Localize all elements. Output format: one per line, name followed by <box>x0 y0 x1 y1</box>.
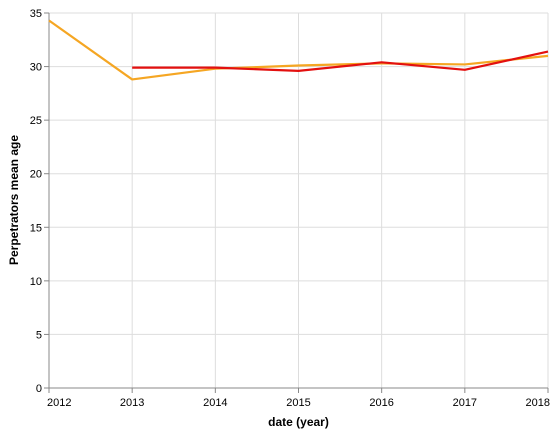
axes <box>44 12 549 393</box>
y-tick-label: 25 <box>30 115 42 127</box>
y-tick-label: 15 <box>30 222 42 234</box>
y-tick-label: 5 <box>36 329 42 341</box>
grid-lines <box>48 12 549 389</box>
y-tick-label: 20 <box>30 169 42 181</box>
x-tick-label: 2016 <box>369 397 393 409</box>
y-tick-label: 35 <box>30 8 42 20</box>
x-tick-label: 2018 <box>526 397 550 409</box>
y-tick-label: 0 <box>36 383 42 395</box>
tick-labels: 0 5 10 15 20 25 30 35 2012 2013 2014 2015 2016 2017 20… <box>30 8 550 409</box>
y-tick-label: 30 <box>30 62 42 74</box>
x-tick-label: 2012 <box>47 397 71 409</box>
series-line-1 <box>48 19 549 81</box>
x-axis-title: date (year) <box>268 415 329 429</box>
x-tick-label: 2014 <box>203 397 227 409</box>
x-tick-label: 2015 <box>286 397 310 409</box>
y-tick-label: 10 <box>30 276 42 288</box>
series-line-2 <box>132 50 549 72</box>
data-series <box>48 19 549 81</box>
x-tick-label: 2013 <box>120 397 144 409</box>
y-axis-title: Perpetrators mean age <box>7 135 21 265</box>
x-tick-label: 2017 <box>453 397 477 409</box>
